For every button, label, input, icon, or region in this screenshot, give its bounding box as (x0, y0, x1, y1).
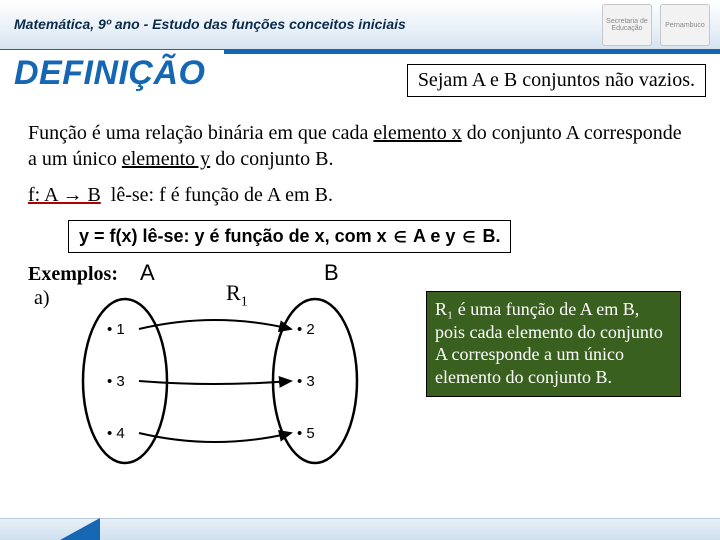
mapping-arrow (139, 320, 291, 329)
elemento-y: elemento y (122, 148, 210, 170)
formula-post: B. (477, 226, 500, 246)
footer-bar (0, 518, 720, 540)
slide-header: Matemática, 9º ano - Estudo das funções … (0, 0, 720, 54)
definition-heading: DEFINIÇÃO (14, 54, 206, 93)
formula-box: y = f(x) lê-se: y é função de x, com x ∈… (68, 220, 511, 253)
sejam-box: Sejam A e B conjuntos não vazios. (407, 64, 706, 97)
set-b-item: • 3 (297, 373, 315, 390)
definition-paragraph: Função é uma relação binária em que cada… (28, 120, 692, 172)
set-a-item: • 1 (107, 321, 125, 338)
logo-secretaria: Secretaria de Educação (602, 4, 652, 46)
content: Função é uma relação binária em que cada… (0, 110, 720, 491)
element-of-icon: ∈ (462, 229, 475, 246)
mapping-arrow (139, 433, 291, 442)
f-reads: lê-se: f é função de A em B. (111, 184, 333, 206)
formula-pre: y = f(x) lê-se: y é função de x, com x (79, 226, 392, 246)
header-logos: Secretaria de Educação Pernambuco (602, 4, 710, 46)
set-a-ellipse (83, 299, 167, 463)
set-b-item: • 2 (297, 321, 315, 338)
banner: DEFINIÇÃO Sejam A e B conjuntos não vazi… (0, 54, 720, 110)
mapping-arrow (139, 381, 291, 384)
example-item-a: a) (34, 285, 50, 311)
set-a-item: • 4 (107, 425, 125, 442)
set-a-item: • 3 (107, 373, 125, 390)
set-a-elements: • 1 • 3 • 4 (107, 321, 125, 442)
set-b-item: • 5 (297, 425, 315, 442)
f-map: f: A → B (28, 184, 101, 206)
footer-accent (60, 518, 100, 540)
element-of-icon: ∈ (394, 229, 407, 246)
para-pre: Função é uma relação binária em que cada (28, 122, 373, 144)
definition-tab: DEFINIÇÃO (0, 50, 224, 99)
formula-mid: A e y (409, 226, 461, 246)
para-post: do conjunto B. (210, 148, 333, 170)
explanation-note: R₁ é uma função de A em B, pois cada ele… (426, 291, 681, 397)
function-notation-line: f: A → B lê-se: f é função de A em B. (28, 182, 692, 208)
header-title: Matemática, 9º ano - Estudo das funções … (14, 16, 406, 34)
elemento-x: elemento x (373, 122, 461, 144)
venn-diagram: • 1 • 3 • 4 • 2 • 3 • 5 (70, 281, 390, 481)
example-area: Exemplos: a) A B R1 • 1• 3• 4 • 2• 3• 5 … (28, 261, 692, 491)
logo-pernambuco: Pernambuco (660, 4, 710, 46)
set-b-elements: • 2 • 3 • 5 (297, 321, 315, 442)
